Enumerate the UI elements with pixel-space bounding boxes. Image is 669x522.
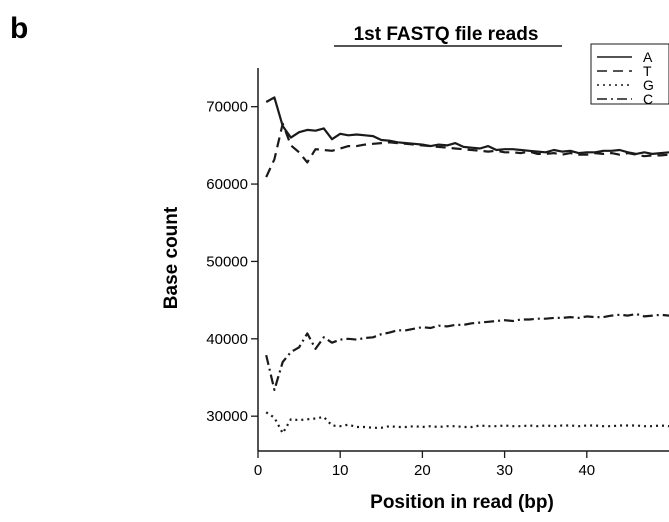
x-ticks: 0 10 20 30 40 <box>254 451 595 479</box>
series-line-g <box>265 411 669 435</box>
x-tick-label: 0 <box>254 462 262 479</box>
y-tick-label: 50000 <box>206 253 248 270</box>
legend-box <box>590 43 669 105</box>
series-line-a <box>265 96 669 155</box>
y-ticks: 30000 40000 50000 60000 70000 <box>206 99 258 425</box>
x-tick-label: 10 <box>332 462 349 479</box>
series-layer <box>265 96 669 435</box>
x-tick-label: 30 <box>496 462 513 479</box>
series-line-c <box>265 312 669 391</box>
legend-label-t: T <box>643 63 652 79</box>
x-tick-label: 40 <box>578 462 595 479</box>
legend-label-a: A <box>643 49 653 65</box>
chart-title: 1st FASTQ file reads <box>354 24 539 45</box>
y-tick-label: 70000 <box>206 99 248 116</box>
y-tick-label: 60000 <box>206 176 248 193</box>
series-line-t <box>265 122 669 178</box>
legend-label-c: C <box>643 91 653 107</box>
plot-axes: 30000 40000 50000 60000 70000 0 10 20 30 40 <box>206 68 669 479</box>
legend-label-g: G <box>643 77 654 93</box>
y-tick-label: 30000 <box>206 408 248 425</box>
y-tick-label: 40000 <box>206 331 248 348</box>
y-axis-label: Base count <box>161 206 182 309</box>
x-axis-label: Position in read (bp) <box>370 492 554 513</box>
panel-label: b <box>10 12 28 45</box>
x-tick-label: 20 <box>414 462 431 479</box>
